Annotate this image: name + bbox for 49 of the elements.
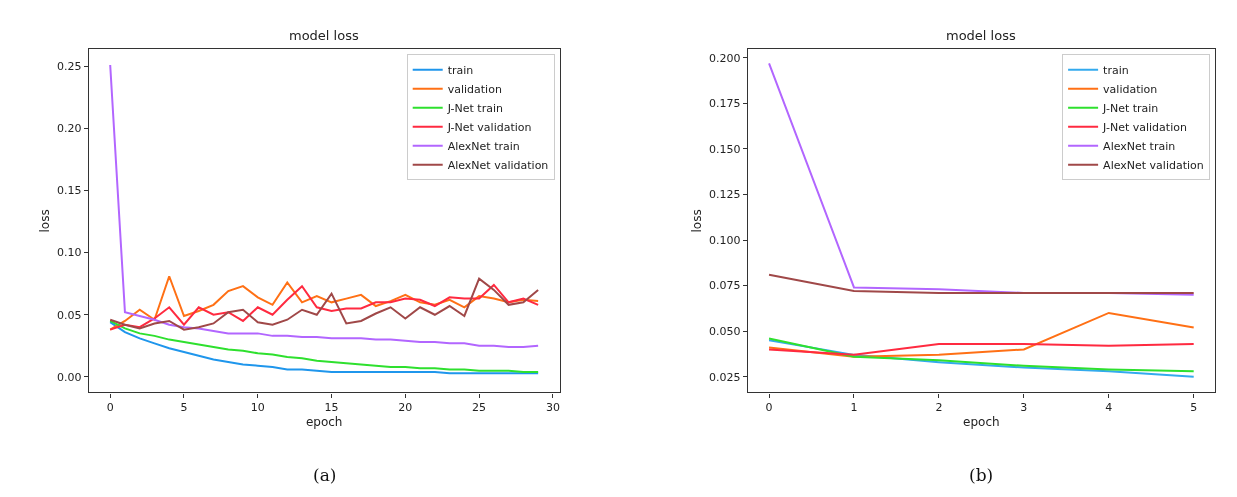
- x-tick-label: 4: [1105, 400, 1113, 414]
- x-tick-label: 10: [250, 400, 265, 414]
- y-axis-title: loss: [690, 209, 705, 233]
- text: (b): [969, 465, 994, 485]
- x-tick-label: 15: [324, 400, 339, 414]
- legend-label: validation: [447, 83, 502, 96]
- x-tick-label: 5: [1190, 400, 1198, 414]
- line-series: [768, 311, 1195, 358]
- legend-label: J-Net validation: [446, 121, 532, 134]
- legend-label: J-Net train: [1102, 102, 1159, 115]
- legend-label: AlexNet train: [1103, 139, 1176, 153]
- y-tick-label: 0.00: [57, 370, 82, 384]
- y-tick-label: 0.15: [57, 184, 82, 198]
- y-axis-title: loss: [38, 209, 53, 233]
- legend-label: AlexNet validation: [447, 158, 549, 172]
- x-tick-label: 2: [935, 400, 943, 414]
- y-tick-label: 0.05: [57, 308, 82, 322]
- y-tick-label: 0.175: [709, 97, 741, 111]
- y-tick-label: 0.075: [709, 279, 741, 293]
- y-tick-label: 0.025: [709, 370, 741, 384]
- chart-title: model loss: [289, 28, 359, 43]
- legend-label: AlexNet validation: [1103, 158, 1204, 172]
- line-series: [768, 342, 1195, 356]
- y-tick-label: 0.050: [709, 325, 741, 339]
- x-tick-label: 0: [106, 400, 114, 414]
- x-axis-title: epoch: [963, 414, 1000, 429]
- chart-title: model loss: [946, 28, 1016, 43]
- x-tick-label: 25: [472, 400, 487, 414]
- y-tick-label: 0.25: [57, 60, 82, 74]
- y-tick-label: 0.20: [57, 122, 82, 136]
- text: (a): [313, 465, 337, 485]
- x-axis-title: epoch: [305, 414, 343, 429]
- x-tick-label: 20: [398, 400, 413, 414]
- x-tick-label: 3: [1020, 400, 1028, 414]
- legend-label: train: [447, 64, 474, 77]
- legend-label: J-Net train: [446, 102, 503, 115]
- x-tick-label: 5: [180, 400, 188, 414]
- y-tick-label: 0.100: [709, 233, 741, 247]
- legend-label: AlexNet train: [447, 139, 520, 153]
- x-tick-label: 1: [850, 400, 858, 414]
- y-tick-label: 0.150: [709, 142, 741, 156]
- legend-label: J-Net validation: [1102, 121, 1187, 134]
- x-tick-label: 30: [545, 400, 560, 414]
- y-tick-label: 0.125: [709, 188, 741, 202]
- y-tick-label: 0.200: [709, 51, 741, 65]
- legend-label: validation: [1103, 83, 1158, 96]
- legend-label: train: [1103, 64, 1129, 77]
- y-tick-label: 0.10: [57, 246, 82, 260]
- x-tick-label: 0: [765, 400, 773, 414]
